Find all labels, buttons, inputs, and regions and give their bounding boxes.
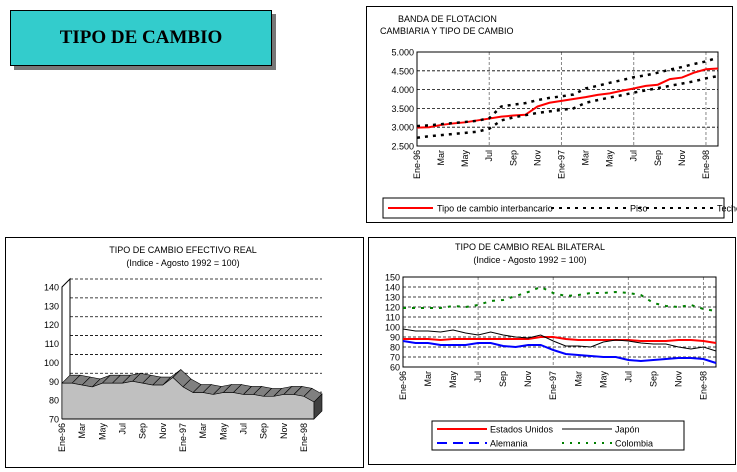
series-japón bbox=[402, 328, 717, 352]
y-tick-label: 150 bbox=[385, 273, 400, 283]
x-tick-label: Jul bbox=[629, 150, 639, 162]
y-tick-label: 140 bbox=[44, 283, 59, 293]
chart-title: (Indice - Agosto 1992 = 100) bbox=[473, 255, 586, 265]
x-tick-label: May bbox=[460, 150, 470, 168]
x-tick-label: Mar bbox=[423, 371, 433, 387]
chart-frame bbox=[366, 6, 733, 223]
y-tick-label: 5.000 bbox=[391, 48, 414, 58]
x-tick-label: Nov bbox=[532, 150, 542, 167]
chart-title: CAMBIARIA Y TIPO DE CAMBIO bbox=[380, 26, 514, 36]
y-tick-label: 4.000 bbox=[391, 85, 414, 95]
y-tick-label: 120 bbox=[44, 320, 59, 330]
chart-title: TIPO DE CAMBIO EFECTIVO REAL bbox=[109, 245, 257, 255]
series-estados-unidos bbox=[403, 336, 717, 344]
x-tick-label: May bbox=[448, 371, 458, 389]
y-tick-label: 3.000 bbox=[391, 123, 414, 133]
x-tick-label: Sep bbox=[653, 150, 663, 166]
series-piso bbox=[416, 74, 719, 139]
legend-label: Colombia bbox=[615, 439, 653, 449]
y-tick-label: 70 bbox=[390, 353, 400, 363]
x-tick-label: Jul bbox=[623, 371, 633, 383]
y-tick-label: 110 bbox=[45, 339, 59, 349]
axis bbox=[61, 277, 71, 419]
x-tick-label: Sep bbox=[138, 423, 148, 439]
x-tick-label: Nov bbox=[677, 150, 687, 167]
chart-2: TIPO DE CAMBIO EFECTIVO REAL (Indice - Ag… bbox=[5, 237, 364, 468]
y-tick-label: 90 bbox=[390, 333, 400, 343]
y-tick-label: 70 bbox=[49, 415, 59, 425]
x-tick-label: Ene-96 bbox=[412, 150, 422, 179]
x-tick-label: Mar bbox=[573, 371, 583, 387]
area-side bbox=[313, 393, 323, 420]
chart-title: TIPO DE CAMBIO REAL BILATERAL bbox=[455, 242, 605, 252]
x-tick-label: Ene-97 bbox=[178, 423, 188, 452]
x-tick-label: Mar bbox=[581, 150, 591, 166]
x-tick-label: May bbox=[598, 371, 608, 389]
x-tick-label: Ene-96 bbox=[398, 371, 408, 400]
page-title: TIPO DE CAMBIO bbox=[10, 10, 272, 66]
page-title-text: TIPO DE CAMBIO bbox=[59, 27, 223, 48]
y-tick-label: 140 bbox=[385, 283, 400, 293]
x-tick-label: Nov bbox=[523, 371, 533, 388]
y-tick-label: 130 bbox=[385, 293, 400, 303]
x-tick-label: Mar bbox=[436, 150, 446, 166]
series-alemania bbox=[402, 340, 717, 364]
x-tick-label: Ene-98 bbox=[299, 423, 309, 452]
y-tick-label: 130 bbox=[44, 301, 59, 311]
y-tick-label: 60 bbox=[390, 363, 400, 373]
x-tick-label: May bbox=[218, 423, 228, 441]
x-tick-label: Nov bbox=[158, 423, 168, 440]
x-tick-label: Ene-97 bbox=[556, 150, 566, 179]
x-tick-label: Sep bbox=[508, 150, 518, 166]
y-tick-label: 110 bbox=[386, 313, 400, 323]
legend bbox=[431, 420, 685, 451]
x-tick-label: Mar bbox=[77, 423, 87, 439]
y-tick-label: 2.500 bbox=[391, 142, 414, 152]
x-tick-label: Mar bbox=[198, 423, 208, 439]
y-tick-label: 120 bbox=[385, 303, 400, 313]
chart-3: TIPO DE CAMBIO REAL BILATERAL (Indice - A… bbox=[368, 237, 736, 465]
y-tick-label: 80 bbox=[49, 396, 59, 406]
legend-label: Techo bbox=[717, 204, 737, 214]
x-tick-label: Sep bbox=[648, 371, 658, 387]
chart-1: BANDA DE FLOTACION CAMBIARIA Y TIPO DE CA… bbox=[366, 6, 737, 223]
x-tick-label: Jul bbox=[484, 150, 494, 162]
y-tick-label: 90 bbox=[49, 377, 59, 387]
x-tick-label: Nov bbox=[279, 423, 289, 440]
y-tick-label: 100 bbox=[385, 323, 400, 333]
y-tick-label: 3.500 bbox=[391, 104, 414, 114]
chart-title: BANDA DE FLOTACION bbox=[398, 14, 497, 24]
x-tick-label: Nov bbox=[673, 371, 683, 388]
x-tick-label: Jul bbox=[473, 371, 483, 383]
legend-label: Alemania bbox=[490, 439, 528, 449]
x-tick-label: Ene-97 bbox=[548, 371, 558, 400]
y-tick-label: 80 bbox=[390, 343, 400, 353]
x-tick-label: Sep bbox=[498, 371, 508, 387]
plot-area bbox=[402, 276, 717, 368]
chart-frame bbox=[5, 237, 364, 468]
x-tick-label: Jul bbox=[117, 423, 127, 435]
legend-label: Japón bbox=[615, 425, 640, 435]
area-series bbox=[61, 377, 315, 420]
x-tick-label: May bbox=[605, 150, 615, 168]
legend-label: Estados Unidos bbox=[490, 425, 554, 435]
x-tick-label: Ene-98 bbox=[701, 150, 711, 179]
x-tick-label: Ene-96 bbox=[57, 423, 67, 452]
x-tick-label: Sep bbox=[259, 423, 269, 439]
x-tick-label: Jul bbox=[238, 423, 248, 435]
chart-title: (Indice - Agosto 1992 = 100) bbox=[126, 258, 239, 268]
plot-area bbox=[416, 51, 719, 147]
legend-label: Tipo de cambio interbancario bbox=[437, 204, 553, 214]
x-tick-label: May bbox=[97, 423, 107, 441]
series-techo bbox=[416, 56, 719, 128]
x-tick-label: Ene-98 bbox=[698, 371, 708, 400]
y-tick-label: 4.500 bbox=[391, 66, 414, 76]
y-tick-label: 100 bbox=[44, 358, 59, 368]
